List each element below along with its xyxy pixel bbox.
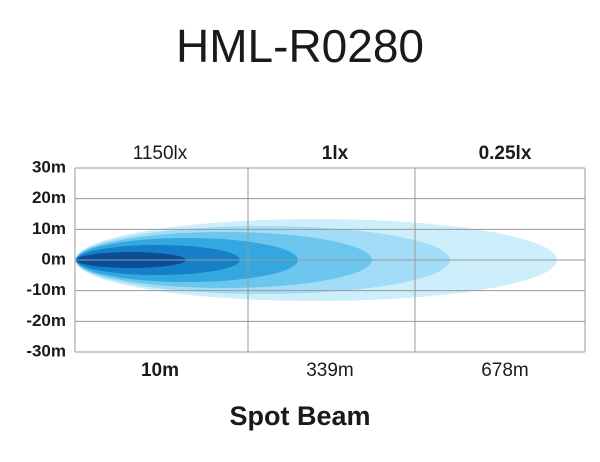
distance-label: 678m (481, 360, 529, 381)
distance-label: 10m (141, 360, 179, 381)
illuminance-label: 1lx (322, 143, 349, 164)
title: HML-R0280 (176, 20, 424, 72)
y-axis-label: -30m (26, 341, 66, 360)
y-axis-label: 10m (32, 219, 66, 238)
labels: 30m 20m 10m 0m -10m -20m -30m 1150lx 1lx 0.25lx 10… (26, 143, 532, 381)
y-axis-label: 0m (41, 249, 66, 268)
illuminance-label: 0.25lx (479, 143, 532, 164)
y-axis-label: 30m (32, 157, 66, 176)
distance-label: 339m (306, 360, 354, 381)
grid (74, 167, 586, 353)
y-axis-label: 20m (32, 188, 66, 207)
caption: Spot Beam (229, 401, 370, 431)
y-axis-label: -10m (26, 280, 66, 299)
illuminance-label: 1150lx (133, 143, 188, 164)
y-axis-label: -20m (26, 311, 66, 330)
